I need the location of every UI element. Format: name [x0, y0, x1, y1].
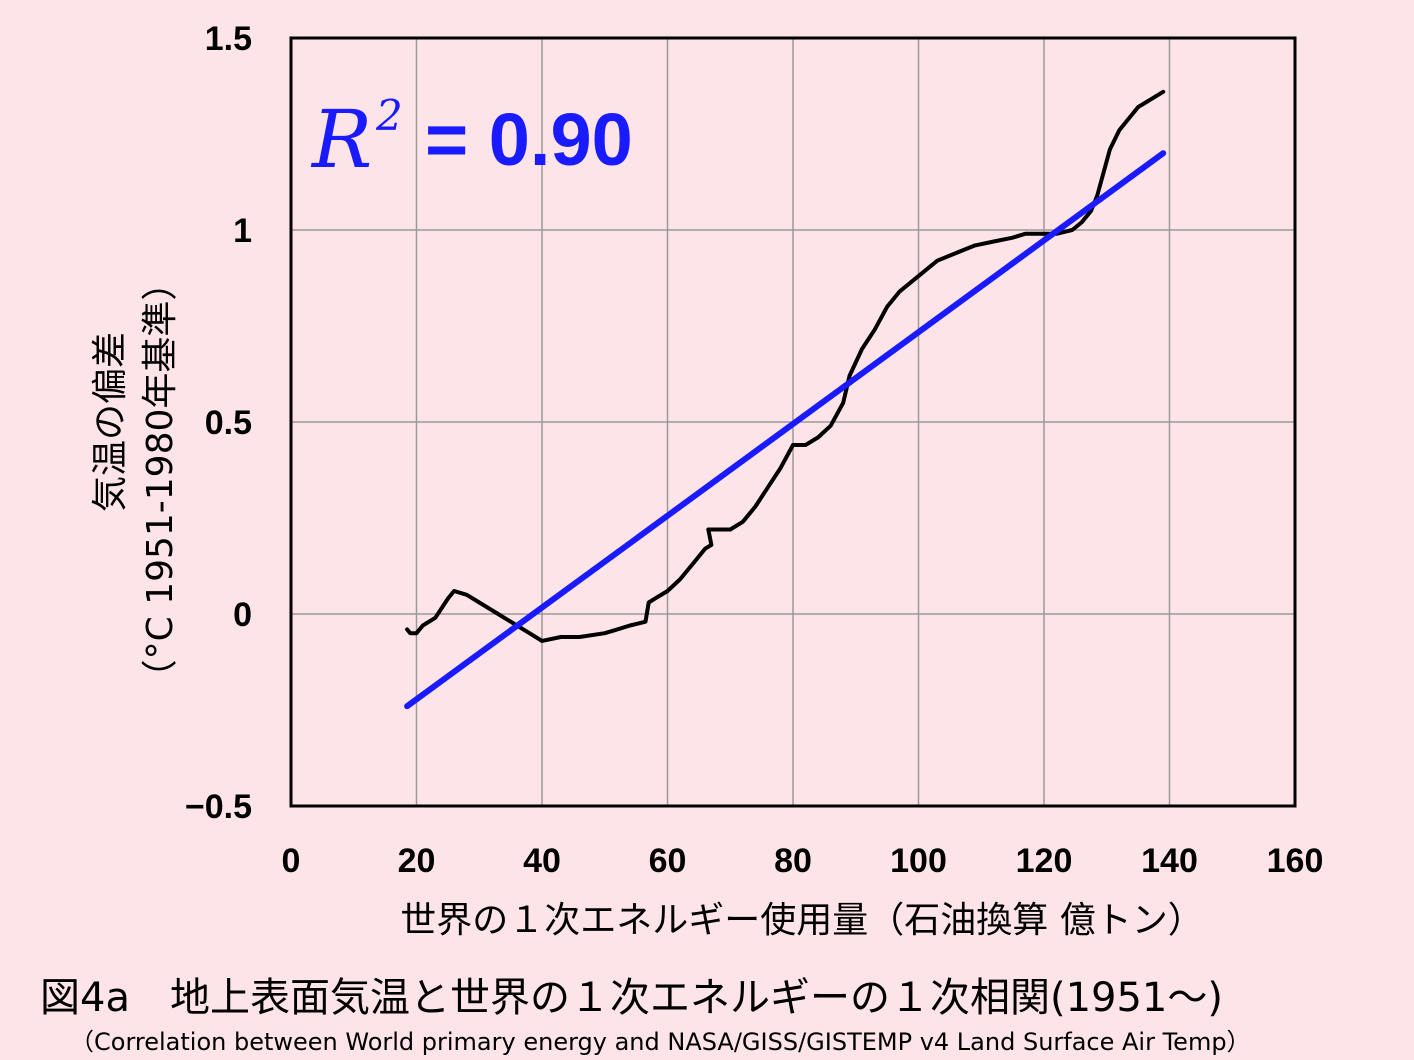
regression-line — [404, 150, 1167, 710]
y-tick-label: −0.5 — [185, 788, 252, 826]
x-tick-label: 60 — [649, 842, 687, 880]
r2-superscript: 2 — [375, 91, 403, 140]
y-tick-label: 0.5 — [205, 404, 252, 442]
x-tick-label: 20 — [398, 842, 436, 880]
r2-value: = 0.90 — [425, 98, 633, 181]
x-tick-label: 80 — [774, 842, 812, 880]
x-tick-label: 140 — [1141, 842, 1198, 880]
figure-caption: 図4a 地上表面気温と世界の１次エネルギーの１次相関(1951〜) — [40, 975, 1223, 1021]
y-tick-label: 1.5 — [205, 20, 252, 58]
x-tick-label: 0 — [282, 842, 301, 880]
y-tick-labels: −0.5 0 0.5 1 1.5 — [185, 20, 252, 826]
x-tick-label: 160 — [1267, 842, 1324, 880]
plot-frame — [289, 36, 1297, 808]
x-tick-label: 100 — [890, 842, 947, 880]
y-axis-title-line2: （°C 1951-1980年基準） — [140, 265, 181, 696]
series-layer — [404, 89, 1167, 710]
x-axis-title: 世界の１次エネルギー使用量（石油換算 億トン） — [400, 900, 1203, 941]
chart: 0 20 40 60 80 100 120 140 160 −0.5 0 0.5 1 1.5 R 2 =… — [90, 20, 1324, 941]
x-tick-label: 120 — [1016, 842, 1073, 880]
y-tick-label: 0 — [233, 596, 252, 634]
x-tick-labels: 0 20 40 60 80 100 120 140 160 — [282, 842, 1324, 880]
r2-symbol: R — [310, 93, 372, 186]
figure-caption-english: （Correlation between World primary energ… — [70, 1028, 1251, 1056]
y-tick-label: 1 — [233, 212, 252, 250]
y-axis-title-line1: 気温の偏差 — [90, 332, 131, 512]
x-tick-label: 40 — [523, 842, 561, 880]
